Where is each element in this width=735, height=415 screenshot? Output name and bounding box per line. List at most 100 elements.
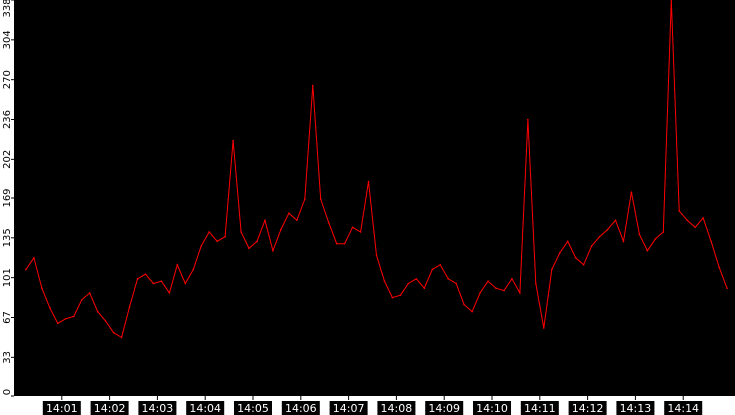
data-point [479, 292, 481, 294]
data-point [519, 292, 521, 294]
data-point [367, 180, 370, 183]
data-point [224, 235, 226, 238]
data-point [718, 266, 720, 268]
data-point [495, 287, 497, 290]
x-tick-label-background [138, 401, 177, 415]
data-point [614, 219, 617, 222]
data-point [431, 268, 434, 271]
data-point [136, 278, 139, 280]
data-point [391, 296, 394, 299]
data-point [128, 306, 131, 308]
series-group [25, 0, 728, 339]
data-point [80, 299, 83, 301]
x-tick-label: 14:12 [572, 402, 604, 415]
x-tick-label: 14:07 [333, 402, 365, 415]
y-tick-label: 236 [2, 110, 13, 129]
data-point [447, 278, 449, 280]
data-point [710, 240, 712, 243]
data-point [566, 240, 569, 243]
plot-area [14, 0, 735, 396]
data-point [590, 245, 593, 247]
data-point [72, 315, 75, 318]
data-point [280, 228, 282, 231]
data-point [606, 228, 609, 231]
data-point [200, 245, 203, 247]
x-tick-label-background [281, 401, 320, 415]
data-point [654, 238, 657, 240]
data-point [33, 256, 35, 259]
x-tick-label-background [520, 401, 559, 415]
data-point [311, 84, 314, 87]
data-point [383, 280, 386, 282]
y-tick-label: 101 [2, 268, 13, 287]
x-tick-label-background [186, 401, 225, 415]
data-point [41, 287, 43, 290]
data-point [264, 219, 266, 222]
data-point [678, 210, 681, 212]
data-point [503, 289, 505, 292]
y-tick-label: 338 [2, 0, 13, 18]
y-tick-label: 33 [2, 351, 13, 364]
data-point [232, 139, 234, 142]
data-point [511, 278, 513, 280]
data-point [550, 268, 553, 271]
data-point [527, 118, 529, 121]
x-tick-label-background [425, 401, 464, 415]
data-point [582, 263, 585, 266]
data-point [168, 292, 171, 294]
data-point [176, 263, 179, 266]
y-tick-label: 169 [2, 188, 13, 207]
data-point [248, 247, 250, 250]
data-point [25, 268, 27, 271]
data-point [622, 240, 625, 243]
data-point [296, 219, 298, 222]
data-point [359, 231, 362, 233]
x-tick-label: 14:03 [142, 402, 174, 415]
data-point [88, 292, 91, 294]
y-tick-label: 0 [2, 389, 13, 395]
data-point [542, 327, 545, 329]
data-point [272, 249, 274, 252]
data-point [686, 219, 688, 222]
data-point [487, 280, 489, 282]
x-tick-label-background [473, 401, 512, 415]
x-tick-label-background [568, 401, 607, 415]
x-tick-label: 14:11 [524, 402, 556, 415]
x-tick-label-background [234, 401, 273, 415]
data-point [598, 235, 601, 238]
data-point [558, 252, 561, 254]
x-tick-label: 14:02 [94, 402, 126, 415]
data-point [646, 249, 649, 252]
data-point [702, 217, 704, 219]
x-tick-label: 14:08 [381, 402, 413, 415]
data-point [351, 226, 354, 229]
x-tick-label-background [90, 401, 129, 415]
x-tick-label-background [377, 401, 416, 415]
data-point [375, 254, 378, 257]
data-point [574, 256, 577, 259]
data-point [439, 263, 442, 266]
data-point [399, 294, 402, 297]
y-tick-label: 270 [2, 70, 13, 89]
data-point [303, 198, 306, 200]
x-tick-label: 14:13 [620, 402, 652, 415]
data-point [335, 242, 338, 245]
y-tick-label: 135 [2, 228, 13, 247]
data-point [423, 287, 426, 290]
data-point [319, 198, 322, 200]
data-point [638, 233, 641, 236]
data-point [120, 336, 123, 339]
y-tick-label: 67 [2, 311, 13, 324]
data-point [57, 322, 59, 325]
data-point [49, 307, 51, 309]
data-point [288, 212, 290, 215]
x-tick-label: 14:06 [285, 402, 317, 415]
data-point [670, 0, 673, 1]
x-tick-label: 14:05 [237, 402, 269, 415]
data-point [694, 226, 696, 229]
data-point [256, 240, 258, 243]
data-point [152, 282, 155, 285]
data-point [216, 240, 218, 243]
x-tick-label: 14:09 [428, 402, 460, 415]
